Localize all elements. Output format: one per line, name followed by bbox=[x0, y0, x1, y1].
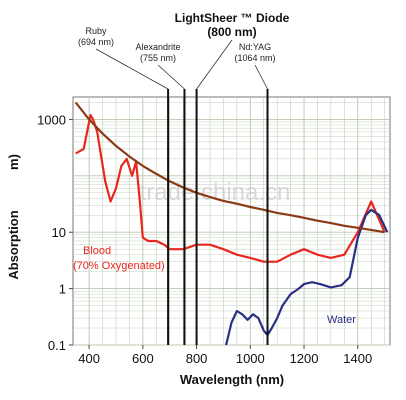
grid bbox=[73, 97, 390, 346]
laser-wavelength-label: (755 nm) bbox=[140, 53, 176, 63]
plot-area bbox=[72, 96, 391, 346]
water-series-line bbox=[225, 208, 389, 346]
x-tick-label: 400 bbox=[78, 351, 100, 366]
x-tick-label: 1400 bbox=[343, 351, 372, 366]
x-tick-label: 600 bbox=[132, 351, 154, 366]
x-axis-title: Wavelength (nm) bbox=[180, 372, 284, 387]
y-axis-unit-fragment: m) bbox=[6, 154, 21, 170]
laser-pointer-line bbox=[95, 48, 169, 90]
watermark-text: trade.china.cn bbox=[140, 179, 291, 206]
blood-series-line bbox=[75, 113, 386, 263]
laser-wavelength-label: (1064 nm) bbox=[234, 53, 275, 63]
blood-label: Blood bbox=[83, 245, 111, 257]
y-tick-label: 1000 bbox=[37, 112, 66, 127]
x-tick-label: 1000 bbox=[236, 351, 265, 366]
x-tick-label: 800 bbox=[186, 351, 208, 366]
laser-pointer-line bbox=[254, 64, 268, 90]
laser-label: Nd:YAG bbox=[239, 42, 271, 52]
y-tick-label: 10 bbox=[52, 225, 66, 240]
y-axis-title: Absorption bbox=[6, 210, 21, 279]
axis-ticks: 400 600 800 1000 1200 1400 0.1 1 10 1000 bbox=[37, 112, 372, 366]
header-line2: (800 nm) bbox=[207, 25, 256, 39]
x-tick-label: 1200 bbox=[290, 351, 319, 366]
y-tick-label: 0.1 bbox=[48, 338, 66, 353]
laser-label: Alexandrite bbox=[135, 42, 180, 52]
laser-pointer-line bbox=[196, 39, 233, 90]
laser-label: Ruby bbox=[85, 26, 107, 36]
laser-wavelength-label: (694 nm) bbox=[78, 37, 114, 47]
y-tick-label: 1 bbox=[59, 282, 66, 297]
blood-label-sub: (70% Oxygenated) bbox=[73, 260, 165, 272]
header-line1: LightSheer ™ Diode bbox=[175, 11, 290, 25]
laser-lines: Ruby(694 nm) Alexandrite(755 nm) Nd:YAG(10… bbox=[78, 26, 276, 345]
water-label: Water bbox=[327, 314, 356, 326]
laser-pointer-line bbox=[157, 64, 185, 90]
melanin-series-line bbox=[74, 101, 385, 234]
series-group bbox=[74, 101, 389, 346]
watermark: trade.china.cn bbox=[140, 179, 291, 206]
